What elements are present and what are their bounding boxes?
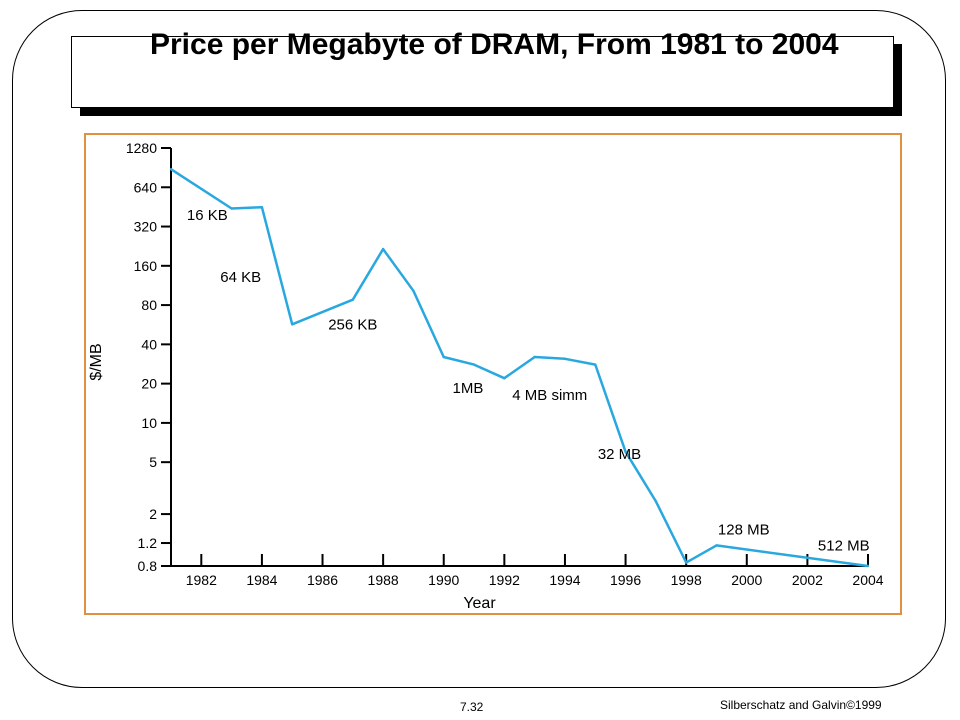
x-tick-label: 1992 [489, 572, 520, 588]
y-tick-label: 160 [134, 258, 158, 274]
y-tick-label: 40 [141, 336, 157, 352]
data-point [563, 357, 567, 360]
slide-frame [12, 10, 946, 688]
x-tick-label: 1994 [549, 572, 580, 588]
y-tick-label: 80 [141, 297, 157, 313]
x-tick-label: 1996 [610, 572, 641, 588]
x-tick-label: 1998 [671, 572, 702, 588]
data-point [381, 247, 385, 251]
y-tick-label: 320 [134, 219, 158, 235]
data-point [866, 564, 870, 568]
y-tick-label: 10 [141, 415, 157, 431]
y-tick-label: 640 [134, 179, 158, 195]
data-point [624, 450, 627, 454]
memory-size-annotation: 32 MB [598, 446, 641, 463]
dram-price-chart: 0.8 1.2 2 5 10 20 40 80 160 320 640 1280 1982 1984 198… [88, 140, 884, 612]
slide-title: Price per Megabyte of DRAM, From 1981 to… [150, 28, 839, 61]
memory-size-annotation: 64 KB [220, 269, 261, 286]
data-point [684, 561, 688, 564]
y-tick-label: 0.8 [138, 558, 158, 574]
x-tick-label: 2002 [792, 572, 823, 588]
data-point [291, 323, 294, 326]
x-axis-label: Year [463, 595, 496, 612]
data-point [594, 363, 597, 366]
y-axis-label: $/MB [88, 343, 105, 380]
x-tick-label: 1988 [368, 572, 399, 588]
y-tick-label: 20 [141, 376, 157, 392]
data-point [230, 207, 233, 210]
memory-size-annotation: 1MB [453, 380, 484, 397]
y-tick-label: 1.2 [138, 535, 158, 551]
data-point [442, 355, 445, 359]
x-tick-label: 1984 [246, 572, 277, 588]
chart-panel: 0.8 1.2 2 5 10 20 40 80 160 320 640 1280 1982 1984 198… [84, 133, 902, 615]
memory-size-annotation: 16 KB [187, 207, 228, 224]
y-tick-label: 1280 [126, 140, 157, 156]
memory-size-annotation: 512 MB [818, 538, 870, 555]
title-box [71, 36, 894, 108]
data-point [472, 363, 476, 366]
price-series-line [170, 168, 869, 568]
data-point [533, 355, 536, 359]
y-tick-label: 2 [149, 506, 157, 522]
y-tick-label: 5 [149, 454, 157, 470]
memory-size-annotation: 256 KB [328, 316, 377, 333]
credit-text: Silberschatz and Galvin©1999 [720, 698, 882, 712]
x-tick-label: 2004 [852, 572, 883, 588]
page-number: 7.32 [460, 700, 484, 714]
memory-size-annotation: 128 MB [718, 521, 770, 538]
memory-size-annotation: 4 MB simm [512, 387, 587, 404]
x-tick-label: 2000 [731, 572, 762, 588]
data-point [412, 289, 415, 292]
data-point [169, 168, 173, 171]
x-tick-label: 1982 [186, 572, 217, 588]
data-point [260, 206, 264, 209]
data-point [654, 500, 658, 503]
x-tick-label: 1990 [428, 572, 459, 588]
data-point [715, 544, 718, 547]
data-point [351, 298, 355, 301]
x-tick-label: 1986 [307, 572, 338, 588]
data-point [503, 377, 506, 380]
